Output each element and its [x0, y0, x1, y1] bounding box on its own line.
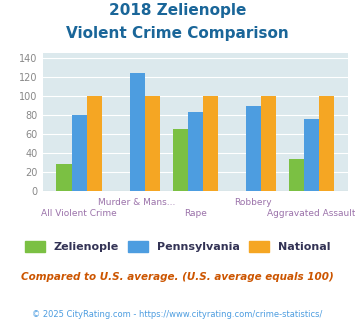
Text: 2018 Zelienople: 2018 Zelienople [109, 3, 246, 18]
Bar [173, 129, 188, 191]
Bar [72, 115, 87, 191]
Legend: Zelienople, Pennsylvania, National: Zelienople, Pennsylvania, National [21, 237, 334, 257]
Bar [289, 159, 304, 191]
Bar [130, 73, 145, 191]
Text: All Violent Crime: All Violent Crime [41, 209, 117, 217]
Bar [56, 164, 72, 191]
Text: Compared to U.S. average. (U.S. average equals 100): Compared to U.S. average. (U.S. average … [21, 272, 334, 282]
Text: Violent Crime Comparison: Violent Crime Comparison [66, 26, 289, 41]
Bar [87, 96, 102, 191]
Bar [261, 96, 276, 191]
Text: Rape: Rape [184, 209, 207, 217]
Text: © 2025 CityRating.com - https://www.cityrating.com/crime-statistics/: © 2025 CityRating.com - https://www.city… [32, 310, 323, 319]
Bar [188, 112, 203, 191]
Text: Robbery: Robbery [235, 198, 272, 207]
Text: Aggravated Assault: Aggravated Assault [267, 209, 355, 217]
Text: Murder & Mans...: Murder & Mans... [98, 198, 176, 207]
Bar [246, 106, 261, 191]
Bar [145, 96, 160, 191]
Bar [203, 96, 218, 191]
Bar [319, 96, 334, 191]
Bar [304, 119, 319, 191]
